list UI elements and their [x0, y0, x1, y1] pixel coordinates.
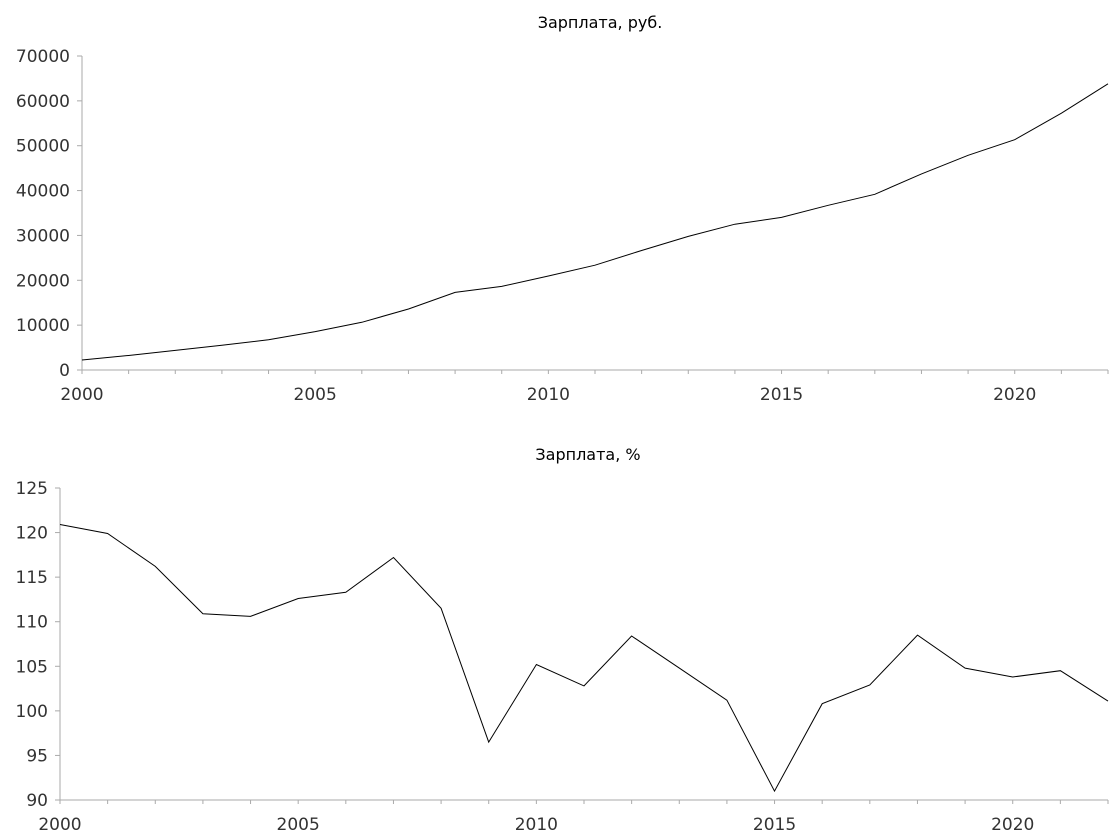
chart-title: Зарплата, % [535, 445, 640, 464]
y-tick-label: 70000 [16, 47, 70, 67]
y-tick-label: 125 [16, 479, 48, 499]
x-tick-label: 2000 [38, 815, 81, 834]
salary-rub-chart: Зарплата, руб. 0 10000 20000 30000 40000 5000… [16, 13, 1109, 405]
y-tick-label: 115 [16, 568, 48, 588]
y-tick-label: 30000 [16, 226, 70, 246]
series-line [59, 524, 1109, 793]
y-tick-label: 40000 [16, 182, 70, 202]
x-tick-label: 2020 [991, 815, 1034, 834]
y-tick-label: 90 [26, 791, 48, 811]
y-tick-label: 100 [16, 702, 48, 722]
x-tick-label: 2000 [60, 385, 103, 405]
y-tick-label: 105 [16, 657, 48, 677]
y-axis-ticks: 90 95 100 105 110 115 120 125 [16, 479, 60, 811]
x-axis-ticks: 2000 2005 2010 2015 2020 [60, 370, 1109, 405]
y-tick-label: 20000 [16, 271, 70, 291]
x-tick-label: 2020 [993, 385, 1036, 405]
x-tick-label: 2010 [515, 815, 558, 834]
x-tick-label: 2005 [277, 815, 320, 834]
x-tick-label: 2015 [760, 385, 803, 405]
x-axis-ticks: 2000 2005 2010 2015 2020 [38, 800, 1109, 834]
y-tick-label: 60000 [16, 92, 70, 112]
x-tick-label: 2015 [753, 815, 796, 834]
x-tick-label: 2005 [294, 385, 337, 405]
y-tick-label: 110 [16, 613, 48, 633]
y-tick-label: 50000 [16, 137, 70, 157]
y-axis-ticks: 0 10000 20000 30000 40000 50000 60000 70000 [16, 47, 82, 381]
series-line [81, 83, 1109, 361]
y-tick-label: 120 [16, 524, 48, 544]
chart-title: Зарплата, руб. [538, 13, 663, 32]
y-tick-label: 95 [26, 746, 48, 766]
y-tick-label: 0 [59, 361, 70, 381]
x-tick-label: 2010 [527, 385, 570, 405]
y-tick-label: 10000 [16, 316, 70, 336]
